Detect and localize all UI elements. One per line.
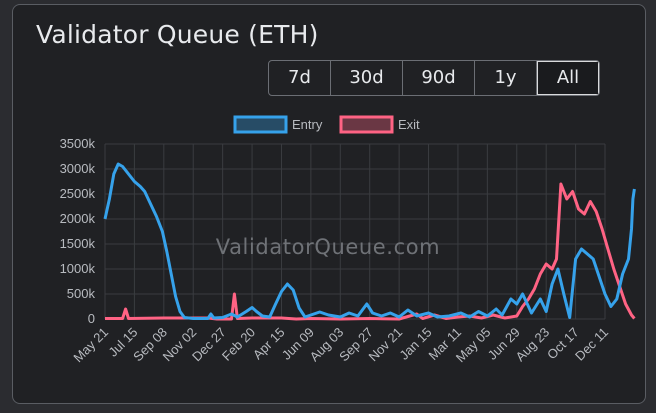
x-tick-label: Aug 23: [513, 325, 553, 365]
y-axis-ticks: 0 500k 1000k 1500k 2000k 2500k 3000k 3500k: [60, 136, 96, 326]
range-30d-button[interactable]: 30d: [331, 61, 403, 95]
legend-label-exit: Exit: [398, 117, 420, 132]
x-tick-label: May 21: [70, 325, 111, 366]
range-all-button[interactable]: All: [537, 61, 599, 95]
y-tick-label: 3000k: [60, 161, 96, 176]
series-lines: [103, 162, 636, 321]
x-tick-label: Nov 21: [365, 325, 405, 365]
y-tick-label: 1000k: [60, 261, 96, 276]
x-tick-label: Dec 11: [572, 325, 611, 364]
chart-title: Validator Queue (ETH): [36, 20, 319, 49]
series-line-entry: [103, 162, 636, 320]
legend: Entry Exit: [233, 115, 420, 134]
series-line-exit: [105, 182, 636, 321]
legend-swatch-entry: [233, 115, 288, 134]
y-tick-label: 2000k: [60, 211, 96, 226]
y-tick-label: 500k: [67, 286, 96, 301]
legend-label-entry: Entry: [292, 117, 323, 132]
x-tick-label: Feb 20: [219, 325, 258, 364]
watermark: ValidatorQueue.com: [216, 235, 441, 259]
grid-lines: [104, 143, 606, 320]
y-tick-label: 1500k: [60, 236, 96, 251]
y-tick-label: 0: [88, 311, 95, 326]
y-tick-label: 3500k: [60, 136, 96, 151]
range-7d-button[interactable]: 7d: [269, 61, 331, 95]
legend-swatch-exit: [339, 115, 394, 134]
y-tick-label: 2500k: [60, 186, 96, 201]
range-90d-button[interactable]: 90d: [403, 61, 475, 95]
range-selector: 7d 30d 90d 1y All: [268, 60, 600, 96]
range-1y-button[interactable]: 1y: [475, 61, 537, 95]
